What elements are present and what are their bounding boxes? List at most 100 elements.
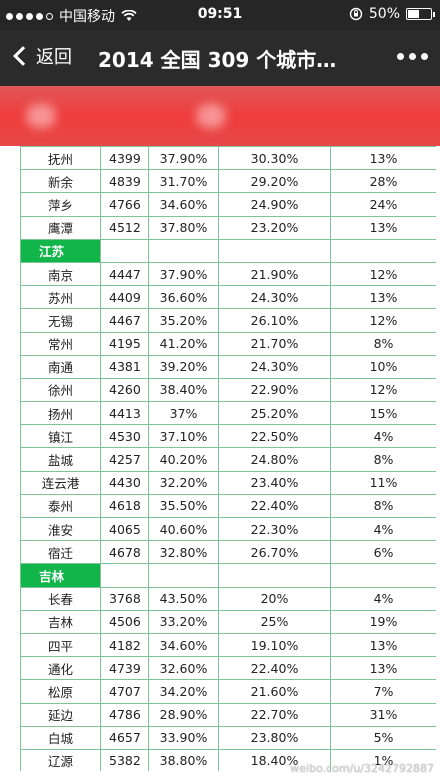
percent-cell: 4% [330, 424, 436, 449]
status-right: 50% [349, 6, 435, 22]
percent-cell: 23.20% [218, 215, 331, 240]
value-cell: 4506 [100, 609, 149, 634]
percent-cell: 36.60% [148, 285, 219, 310]
percent-cell: 22.40% [218, 493, 331, 519]
more-options-button[interactable] [397, 53, 428, 60]
percent-cell: 22.40% [218, 656, 331, 681]
clock: 09:51 [197, 6, 243, 22]
percent-cell: 12% [330, 308, 436, 333]
percent-cell: 20% [218, 586, 331, 611]
city-data-table: 抚州 4399 37.90% 30.30% 13% 新余 4839 31.70% 29.20% 2… [20, 146, 436, 771]
percent-cell: 25% [218, 609, 331, 634]
table-row: 四平 4182 34.60% 19.10% 13% [20, 632, 436, 658]
province-name: 吉林 [20, 563, 101, 588]
percent-cell: 19% [330, 609, 436, 634]
table-row: 盐城 4257 40.20% 24.80% 8% [20, 447, 436, 472]
city-cell: 盐城 [20, 447, 101, 472]
percent-cell: 19.10% [218, 632, 331, 658]
value-cell: 4530 [100, 424, 149, 449]
value-cell: 4065 [100, 516, 149, 542]
value-cell: 4257 [100, 447, 149, 472]
empty-cell [148, 563, 219, 588]
percent-cell: 4% [330, 516, 436, 542]
city-cell: 吉林 [20, 609, 101, 634]
back-label: 返回 [36, 47, 72, 68]
value-cell: 4430 [100, 470, 149, 495]
table-row: 淮安 4065 40.60% 22.30% 4% [20, 516, 436, 542]
percent-cell: 22.90% [218, 377, 331, 403]
percent-cell: 35.50% [148, 493, 219, 519]
more-dot [421, 53, 428, 60]
percent-cell: 7% [330, 679, 436, 704]
table-row: 宿迁 4678 32.80% 26.70% 6% [20, 540, 436, 565]
empty-cell [148, 238, 219, 263]
value-cell: 4399 [100, 146, 149, 171]
empty-cell [100, 238, 149, 263]
value-cell: 4707 [100, 679, 149, 704]
empty-cell [100, 563, 149, 588]
percent-cell: 26.10% [218, 308, 331, 333]
table-row: 无锡 4467 35.20% 26.10% 12% [20, 308, 436, 333]
percent-cell: 13% [330, 632, 436, 658]
value-cell: 4467 [100, 308, 149, 333]
province-header-row: 江苏 [20, 238, 436, 263]
percent-cell: 24.30% [218, 354, 331, 379]
table-row: 鹰潭 4512 37.80% 23.20% 13% [20, 215, 436, 240]
value-cell: 4195 [100, 331, 149, 356]
city-cell: 南通 [20, 354, 101, 379]
percent-cell: 28% [330, 169, 436, 194]
value-cell: 5382 [100, 748, 149, 771]
percent-cell: 21.60% [218, 679, 331, 704]
table-row: 抚州 4399 37.90% 30.30% 13% [20, 146, 436, 171]
percent-cell: 33.20% [148, 609, 219, 634]
city-cell: 四平 [20, 632, 101, 658]
percent-cell: 38.80% [148, 748, 219, 771]
percent-cell: 37.80% [148, 215, 219, 240]
percent-cell: 32.20% [148, 470, 219, 495]
percent-cell: 22.70% [218, 702, 331, 727]
percent-cell: 37.90% [148, 261, 219, 287]
table-row: 徐州 4260 38.40% 22.90% 12% [20, 377, 436, 403]
value-cell: 4413 [100, 401, 149, 426]
percent-cell: 22.30% [218, 516, 331, 542]
percent-cell: 31% [330, 702, 436, 727]
empty-cell [330, 238, 436, 263]
value-cell: 4657 [100, 725, 149, 750]
city-cell: 苏州 [20, 285, 101, 310]
percent-cell: 21.90% [218, 261, 331, 287]
percent-cell: 13% [330, 146, 436, 171]
percent-cell: 18.40% [218, 748, 331, 771]
value-cell: 4739 [100, 656, 149, 681]
percent-cell: 10% [330, 354, 436, 379]
percent-cell: 41.20% [148, 331, 219, 356]
city-cell: 抚州 [20, 146, 101, 171]
empty-cell [330, 563, 436, 588]
value-cell: 4182 [100, 632, 149, 658]
percent-cell: 12% [330, 377, 436, 403]
table-row: 新余 4839 31.70% 29.20% 28% [20, 169, 436, 194]
percent-cell: 23.40% [218, 470, 331, 495]
back-button[interactable]: 返回 [10, 43, 72, 69]
city-cell: 泰州 [20, 493, 101, 519]
table-row: 常州 4195 41.20% 21.70% 8% [20, 331, 436, 356]
percent-cell: 24.80% [218, 447, 331, 472]
battery-percent: 50% [368, 6, 400, 22]
empty-cell [218, 563, 331, 588]
percent-cell: 38.40% [148, 377, 219, 403]
percent-cell: 6% [330, 540, 436, 565]
table-row: 松原 4707 34.20% 21.60% 7% [20, 679, 436, 704]
value-cell: 4678 [100, 540, 149, 565]
percent-cell: 26.70% [218, 540, 331, 565]
table-row: 萍乡 4766 34.60% 24.90% 24% [20, 192, 436, 217]
table-row: 延边 4786 28.90% 22.70% 31% [20, 702, 436, 727]
value-cell: 4409 [100, 285, 149, 310]
table-row: 苏州 4409 36.60% 24.30% 13% [20, 285, 436, 310]
table-row: 泰州 4618 35.50% 22.40% 8% [20, 493, 436, 519]
city-cell: 扬州 [20, 401, 101, 426]
percent-cell: 25.20% [218, 401, 331, 426]
percent-cell: 4% [330, 586, 436, 611]
city-cell: 徐州 [20, 377, 101, 403]
percent-cell: 29.20% [218, 169, 331, 194]
value-cell: 3768 [100, 586, 149, 611]
percent-cell: 32.80% [148, 540, 219, 565]
